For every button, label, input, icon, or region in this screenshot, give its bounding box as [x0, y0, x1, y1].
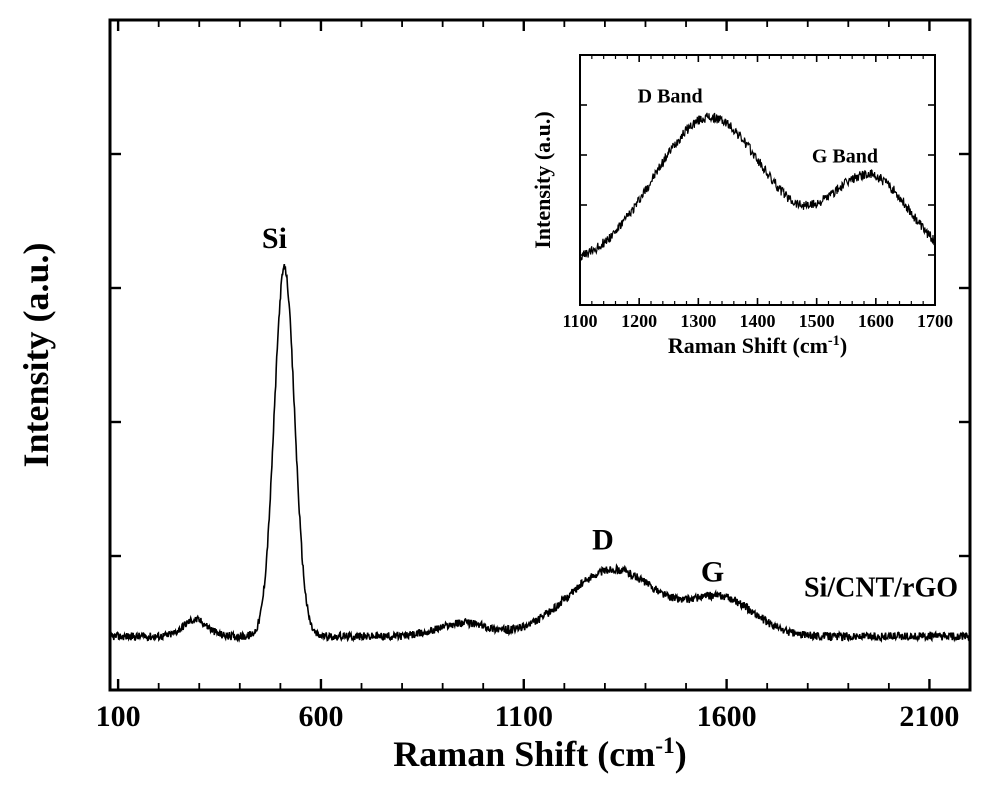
raman-figure: 100 600 1100 1600 2100 Si D G Raman Shift (cm-1)…	[0, 0, 1000, 788]
peak-label: D Band	[638, 86, 703, 108]
peak-label: Si	[262, 222, 287, 255]
svg-text:1600: 1600	[697, 700, 757, 733]
inset-x-axis-label: Raman Shift (cm-1)	[668, 333, 847, 358]
peak-label: D	[592, 523, 614, 556]
inset-y-axis-label: Intensity (a.u.)	[530, 111, 555, 249]
svg-text:1700: 1700	[917, 311, 953, 331]
svg-text:100: 100	[96, 700, 141, 733]
svg-text:2100: 2100	[899, 700, 959, 733]
svg-text:1300: 1300	[680, 311, 716, 331]
svg-text:600: 600	[298, 700, 343, 733]
svg-text:1100: 1100	[495, 700, 553, 733]
x-axis-label: Raman Shift (cm-1)	[393, 733, 686, 774]
series-label: Si/CNT/rGO	[804, 572, 958, 603]
svg-text:1100: 1100	[562, 311, 597, 331]
svg-text:1600: 1600	[858, 311, 894, 331]
svg-text:1400: 1400	[740, 311, 776, 331]
svg-text:1500: 1500	[799, 311, 835, 331]
peak-label: G Band	[812, 146, 878, 168]
y-axis-label: Intensity (a.u.)	[16, 242, 56, 467]
svg-text:1200: 1200	[621, 311, 657, 331]
inset-chart: 1100 1200 1300 1400 1500 1600 1700 D Band G Band…	[530, 55, 953, 358]
peak-label: G	[701, 556, 724, 589]
